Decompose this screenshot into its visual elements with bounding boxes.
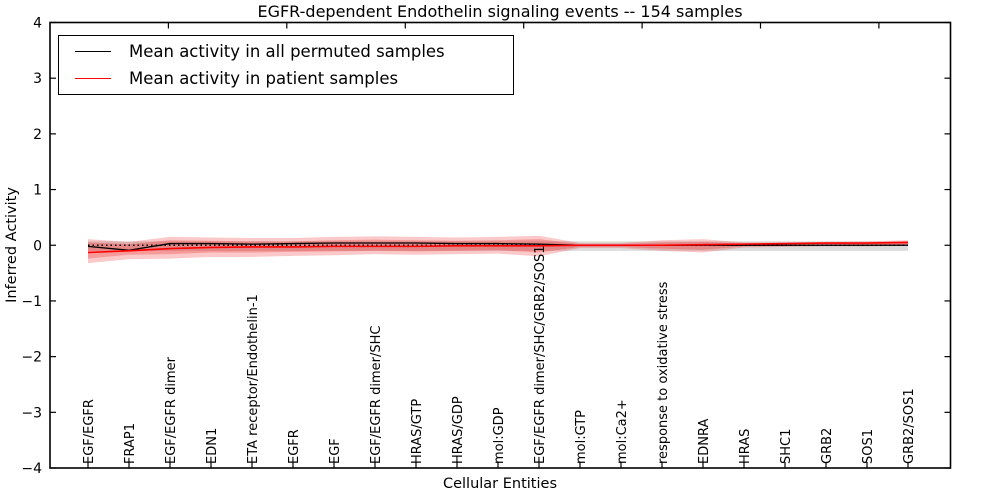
legend-label-patient: Mean activity in patient samples — [129, 68, 399, 88]
chart-title: EGFR-dependent Endothelin signaling even… — [257, 2, 743, 21]
x-tick-label: EGF/EGFR dimer — [164, 356, 179, 464]
x-tick-label: EDN1 — [205, 428, 220, 464]
x-tick-label: SOS1 — [861, 429, 876, 464]
y-tick-label: 3 — [33, 71, 42, 87]
x-tick-label: mol:Ca2+ — [615, 399, 630, 464]
x-tick-label: EGF — [328, 438, 343, 464]
y-tick-label: −1 — [21, 294, 42, 310]
patient-line-swatch — [75, 77, 111, 79]
x-tick-label: response to oxidative stress — [656, 281, 671, 464]
y-tick-label: 2 — [33, 127, 42, 143]
legend-entry-patient: Mean activity in patient samples — [59, 65, 513, 91]
x-tick-label: mol:GDP — [492, 407, 507, 464]
x-tick-label: HRAS — [738, 429, 753, 464]
legend-entry-permuted: Mean activity in all permuted samples — [59, 39, 513, 65]
x-tick-label: mol:GTP — [574, 410, 589, 464]
x-tick-label: EDNRA — [697, 419, 712, 464]
series-line-mean-activity-in-patient-samples — [87, 241, 909, 254]
patient-band-outer — [88, 235, 908, 264]
x-tick-label: FRAP1 — [123, 423, 138, 464]
x-tick-label: EGFR — [287, 429, 302, 464]
x-axis-label: Cellular Entities — [442, 476, 558, 492]
x-tick-label: EGF/EGFR dimer/SHC/GRB2/SOS1 — [533, 246, 548, 465]
legend-label-permuted: Mean activity in all permuted samples — [129, 42, 445, 62]
y-axis-label: Inferred Activity — [4, 187, 20, 303]
legend: Mean activity in all permuted samples Me… — [58, 35, 514, 95]
y-tick-label: −4 — [21, 461, 42, 477]
y-tick-label: −3 — [21, 405, 42, 421]
y-tick-label: −2 — [21, 350, 42, 366]
y-tick-label: 1 — [33, 183, 42, 199]
y-tick-label: 0 — [33, 238, 42, 254]
x-tick-label: GRB2/SOS1 — [902, 388, 917, 464]
x-tick-label: HRAS/GDP — [451, 396, 466, 464]
x-tick-label: ETA receptor/Endothelin-1 — [246, 294, 261, 464]
x-tick-label: EGF/EGFR dimer/SHC — [369, 326, 384, 464]
x-tick-label: GRB2 — [820, 428, 835, 464]
series-line-mean-activity-in-all-permuted-samples — [87, 242, 908, 251]
y-tick-label: 4 — [33, 15, 42, 31]
x-tick-label: EGF/EGFR — [82, 399, 97, 464]
x-tick-label: HRAS/GTP — [410, 399, 425, 464]
x-tick-label: SHC1 — [779, 429, 794, 464]
permuted-line-swatch — [75, 51, 111, 53]
